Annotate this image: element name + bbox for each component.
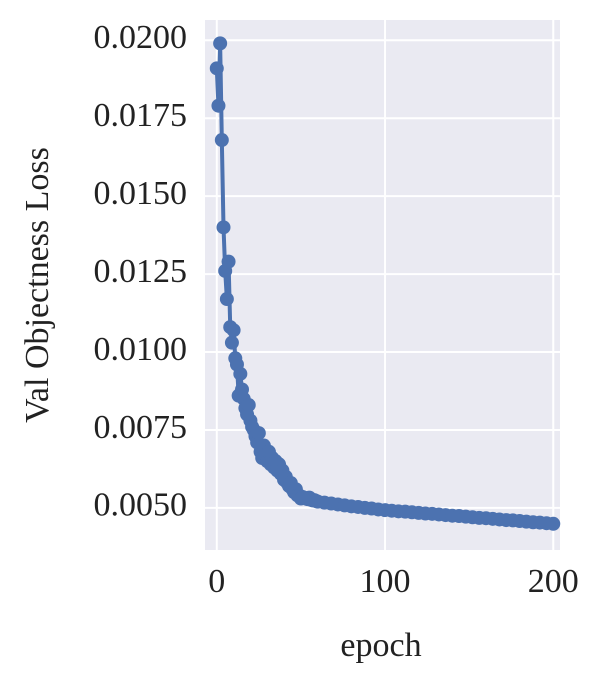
y-tick-label: 0.0075 (94, 409, 188, 446)
marker (211, 98, 226, 113)
marker (226, 323, 241, 338)
marker (221, 254, 236, 269)
marker (546, 516, 561, 531)
x-axis-label: epoch (340, 627, 421, 664)
marker (224, 335, 239, 350)
marker (241, 398, 256, 413)
marker (216, 220, 231, 235)
marker (209, 61, 224, 76)
marker (219, 292, 234, 307)
x-tick-label: 100 (360, 563, 411, 600)
marker (214, 133, 229, 148)
y-tick-label: 0.0175 (94, 97, 188, 134)
x-tick-label: 0 (208, 563, 225, 600)
plot-area (205, 20, 560, 550)
y-tick-label: 0.0050 (94, 487, 188, 524)
y-tick-label: 0.0125 (94, 253, 188, 290)
marker (251, 426, 266, 441)
marker (213, 36, 228, 51)
y-tick-label: 0.0100 (94, 331, 188, 368)
y-tick-label: 0.0200 (94, 19, 188, 56)
y-tick-label: 0.0150 (94, 175, 188, 212)
marker (233, 366, 248, 381)
y-axis-label: Val Objectness Loss (19, 147, 56, 423)
x-tick-label: 200 (528, 563, 579, 600)
